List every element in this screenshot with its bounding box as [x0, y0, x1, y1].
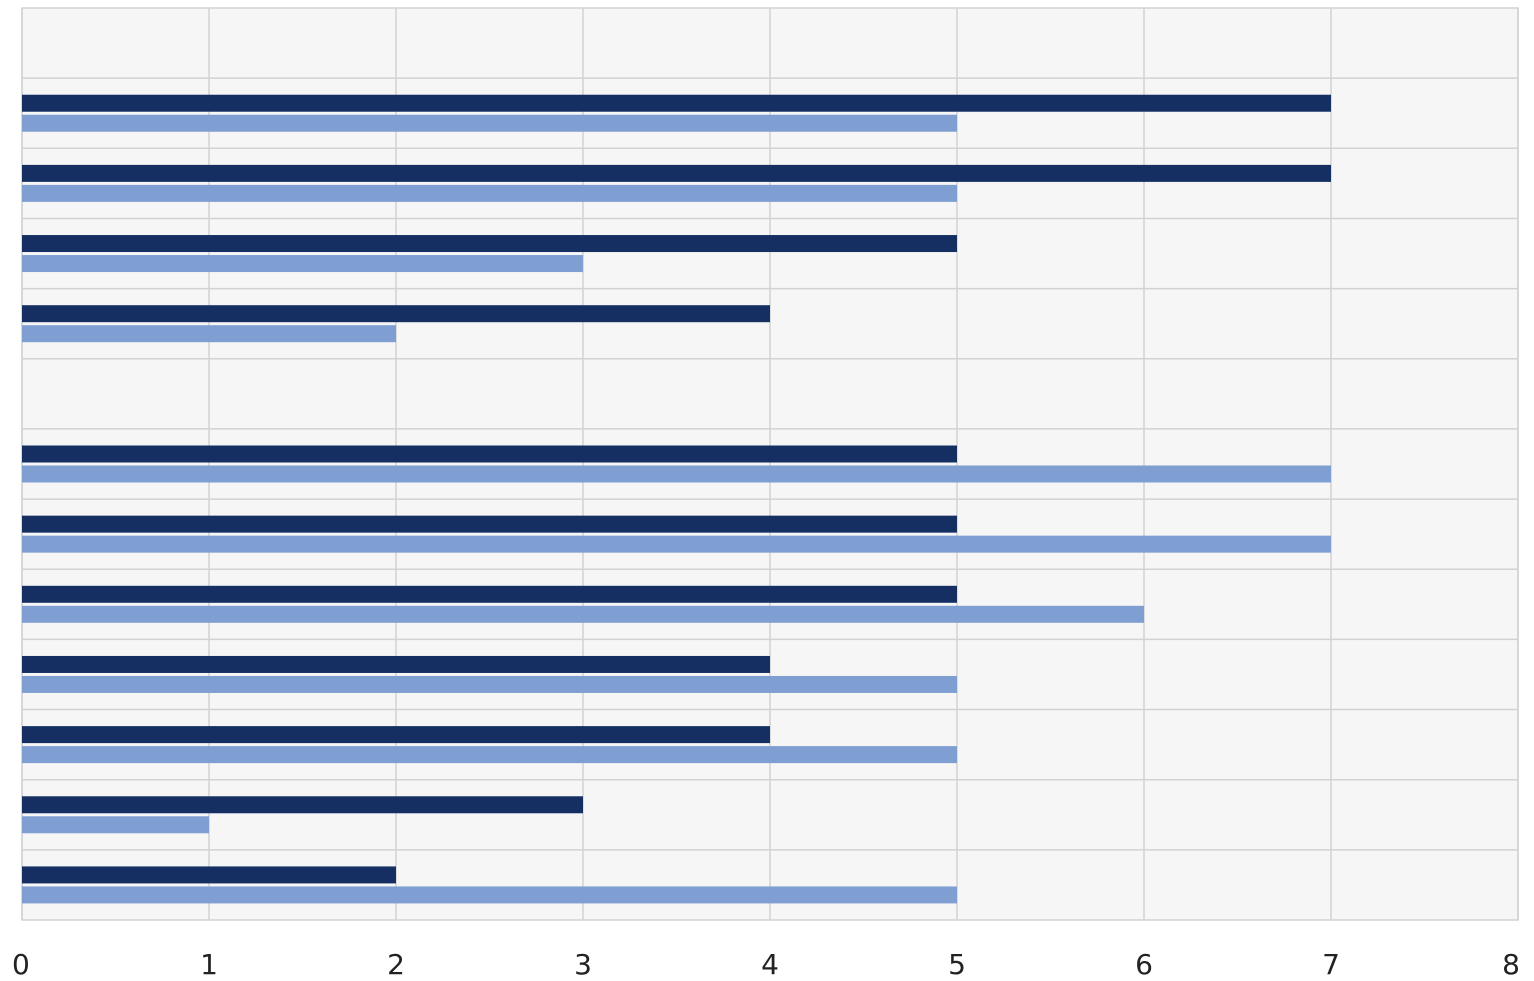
- x-tick-label: 5: [948, 948, 966, 981]
- bar-series-2-row-5: [22, 325, 396, 343]
- bar-series-2-row-9: [22, 605, 1144, 623]
- bar-series-2-row-10: [22, 675, 957, 693]
- bars-layer: [22, 94, 1331, 904]
- grid-layer: [21, 8, 1519, 920]
- bar-series-2-row-4: [22, 255, 583, 273]
- bar-series-1-row-10: [22, 655, 770, 673]
- bar-series-2-row-3: [22, 184, 957, 202]
- bar-series-2-row-7: [22, 465, 1331, 483]
- x-tick-label: 7: [1322, 948, 1340, 981]
- bar-series-1-row-5: [22, 305, 770, 323]
- bar-series-1-row-12: [22, 796, 583, 814]
- bar-series-2-row-8: [22, 535, 1331, 553]
- bar-series-2-row-12: [22, 816, 209, 834]
- bar-series-1-row-11: [22, 726, 770, 744]
- bar-series-1-row-3: [22, 164, 1331, 182]
- bar-series-2-row-11: [22, 746, 957, 764]
- x-tick-label: 1: [200, 948, 218, 981]
- x-tick-label: 0: [12, 948, 30, 981]
- bar-series-1-row-13: [22, 866, 396, 884]
- x-tick-label: 2: [387, 948, 405, 981]
- bar-series-1-row-7: [22, 445, 957, 463]
- bar-series-1-row-2: [22, 94, 1331, 112]
- x-tick-label: 4: [761, 948, 779, 981]
- x-axis-tick-labels: 0 1 2 3 4 5 6 7 8: [12, 948, 1520, 981]
- x-tick-label: 8: [1502, 948, 1520, 981]
- bar-series-1-row-4: [22, 235, 957, 253]
- bar-series-1-row-8: [22, 515, 957, 533]
- x-tick-label: 6: [1135, 948, 1153, 981]
- bar-series-2-row-13: [22, 886, 957, 904]
- bar-series-2-row-2: [22, 114, 957, 132]
- bar-series-1-row-9: [22, 585, 957, 603]
- x-tick-label: 3: [574, 948, 592, 981]
